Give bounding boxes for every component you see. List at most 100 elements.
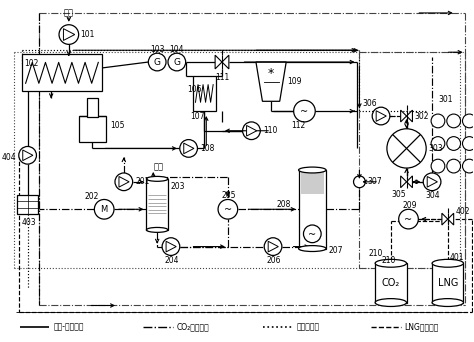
Circle shape bbox=[431, 137, 445, 150]
Text: 104: 104 bbox=[170, 45, 184, 54]
Polygon shape bbox=[407, 176, 412, 188]
Ellipse shape bbox=[375, 299, 407, 306]
Circle shape bbox=[168, 53, 186, 71]
Circle shape bbox=[294, 100, 315, 122]
Text: 202: 202 bbox=[84, 192, 99, 201]
Text: 111: 111 bbox=[215, 73, 229, 82]
Circle shape bbox=[243, 122, 260, 140]
Circle shape bbox=[59, 25, 79, 44]
Text: 107: 107 bbox=[191, 111, 205, 120]
Text: 205: 205 bbox=[222, 191, 236, 200]
Text: G: G bbox=[154, 57, 161, 67]
Circle shape bbox=[218, 199, 237, 219]
Ellipse shape bbox=[375, 259, 407, 267]
Text: 207: 207 bbox=[328, 246, 343, 255]
Ellipse shape bbox=[299, 246, 326, 251]
Polygon shape bbox=[268, 241, 278, 252]
Text: 热水-蒸汽管线: 热水-蒸汽管线 bbox=[53, 323, 83, 332]
Text: 101: 101 bbox=[81, 30, 95, 39]
Circle shape bbox=[399, 209, 419, 229]
Text: 210: 210 bbox=[381, 256, 395, 265]
Text: 301: 301 bbox=[438, 95, 453, 104]
Bar bbox=[299, 170, 326, 249]
Circle shape bbox=[447, 114, 461, 128]
Bar bbox=[301, 172, 324, 194]
Circle shape bbox=[423, 173, 441, 190]
Polygon shape bbox=[23, 150, 33, 161]
Text: 404: 404 bbox=[1, 153, 16, 162]
Ellipse shape bbox=[432, 259, 464, 267]
Circle shape bbox=[387, 129, 426, 168]
Bar bbox=[432, 263, 464, 303]
Text: 209: 209 bbox=[402, 201, 417, 210]
Text: *: * bbox=[268, 67, 274, 80]
Circle shape bbox=[19, 146, 36, 164]
Text: 108: 108 bbox=[201, 144, 215, 153]
Polygon shape bbox=[246, 126, 257, 136]
Bar bbox=[146, 179, 168, 230]
Polygon shape bbox=[407, 110, 412, 122]
Text: 109: 109 bbox=[287, 77, 301, 86]
Polygon shape bbox=[184, 143, 194, 154]
Polygon shape bbox=[401, 176, 407, 188]
Text: 206: 206 bbox=[267, 256, 281, 265]
Text: 105: 105 bbox=[110, 121, 125, 130]
Text: 空气: 空气 bbox=[64, 9, 74, 17]
Text: 403: 403 bbox=[21, 218, 36, 226]
Circle shape bbox=[180, 140, 198, 157]
Bar bbox=[87, 98, 98, 117]
Circle shape bbox=[463, 114, 474, 128]
Bar bbox=[22, 54, 102, 91]
Circle shape bbox=[162, 238, 180, 255]
Text: 204: 204 bbox=[164, 256, 179, 265]
Text: ~: ~ bbox=[404, 215, 412, 225]
Text: 303: 303 bbox=[428, 144, 443, 153]
Text: LNG气化管线: LNG气化管线 bbox=[405, 323, 439, 332]
Polygon shape bbox=[442, 213, 448, 225]
Text: ~: ~ bbox=[301, 107, 309, 117]
Polygon shape bbox=[215, 55, 222, 69]
Circle shape bbox=[354, 176, 365, 188]
Bar bbox=[79, 116, 106, 142]
Circle shape bbox=[447, 159, 461, 173]
Bar bbox=[17, 195, 38, 214]
Circle shape bbox=[447, 137, 461, 150]
Circle shape bbox=[148, 53, 166, 71]
Bar bbox=[192, 76, 216, 111]
Text: CO₂捕集管线: CO₂捕集管线 bbox=[177, 323, 210, 332]
Circle shape bbox=[94, 199, 114, 219]
Polygon shape bbox=[222, 55, 229, 69]
Circle shape bbox=[431, 159, 445, 173]
Polygon shape bbox=[166, 241, 176, 252]
Text: 102: 102 bbox=[25, 59, 39, 68]
Circle shape bbox=[431, 114, 445, 128]
Polygon shape bbox=[119, 176, 129, 187]
Text: ~: ~ bbox=[224, 205, 232, 215]
Bar bbox=[375, 263, 407, 303]
Ellipse shape bbox=[299, 167, 326, 173]
Polygon shape bbox=[427, 176, 438, 187]
Ellipse shape bbox=[146, 227, 168, 232]
Text: 201: 201 bbox=[136, 177, 150, 186]
Text: ~: ~ bbox=[308, 230, 316, 240]
Text: 304: 304 bbox=[426, 191, 440, 200]
Text: 112: 112 bbox=[291, 121, 305, 130]
Text: 306: 306 bbox=[362, 99, 376, 108]
Ellipse shape bbox=[432, 299, 464, 306]
Text: M: M bbox=[100, 205, 108, 214]
Text: 106: 106 bbox=[188, 85, 202, 94]
Text: G: G bbox=[173, 57, 180, 67]
Text: 305: 305 bbox=[392, 190, 406, 199]
Text: 402: 402 bbox=[456, 207, 470, 216]
Ellipse shape bbox=[146, 176, 168, 181]
Circle shape bbox=[115, 173, 133, 190]
Text: 210: 210 bbox=[369, 249, 383, 258]
Circle shape bbox=[264, 238, 282, 255]
Text: 110: 110 bbox=[263, 126, 278, 135]
Circle shape bbox=[463, 159, 474, 173]
Text: 烟气: 烟气 bbox=[153, 162, 163, 172]
Text: LNG: LNG bbox=[438, 278, 458, 288]
Circle shape bbox=[372, 107, 390, 125]
Text: 208: 208 bbox=[276, 200, 291, 209]
Circle shape bbox=[303, 225, 321, 243]
